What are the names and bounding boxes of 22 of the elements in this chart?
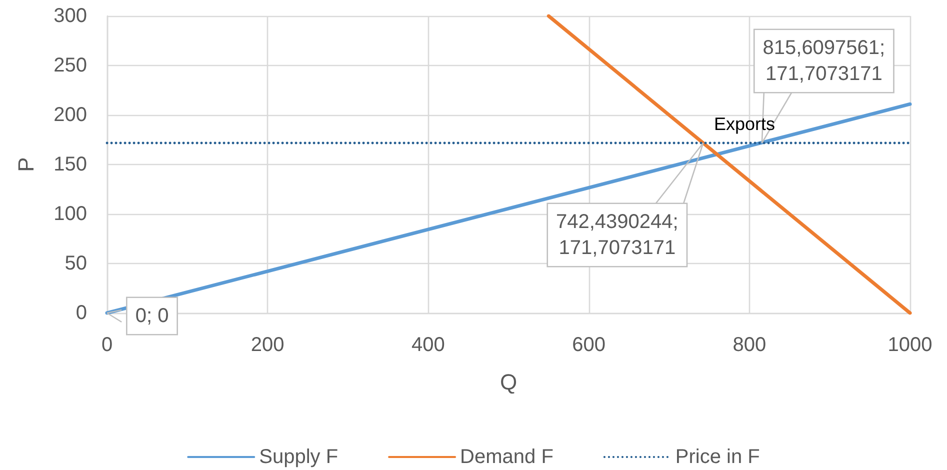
legend-label: Price in F	[675, 446, 760, 468]
y-tick-label: 250	[54, 54, 87, 76]
annotation: 0; 0	[135, 305, 169, 327]
y-tick-label: 100	[54, 203, 87, 225]
legend-label: Demand F	[460, 446, 554, 468]
x-tick-label: 400	[412, 334, 445, 356]
x-tick-label: 1000	[888, 334, 932, 356]
y-tick-label: 300	[54, 5, 87, 27]
x-tick-label: 200	[250, 334, 284, 356]
legend-label: Supply F	[259, 446, 338, 468]
x-axis-title: Q	[500, 370, 518, 394]
y-tick-label: 0	[76, 302, 87, 324]
annotation: 815,6097561; 171,7073171	[762, 37, 886, 86]
y-tick-label: 150	[54, 154, 87, 176]
annotation: 742,4390244; 171,7073171	[556, 211, 678, 260]
x-tick-label: 600	[572, 334, 606, 356]
x-tick-label: 0	[101, 334, 113, 356]
annotation: Exports	[714, 114, 776, 134]
x-tick-label: 800	[732, 334, 766, 356]
y-tick-label: 200	[54, 104, 87, 126]
y-axis-title: P	[14, 157, 38, 172]
y-tick-label: 50	[64, 252, 87, 274]
